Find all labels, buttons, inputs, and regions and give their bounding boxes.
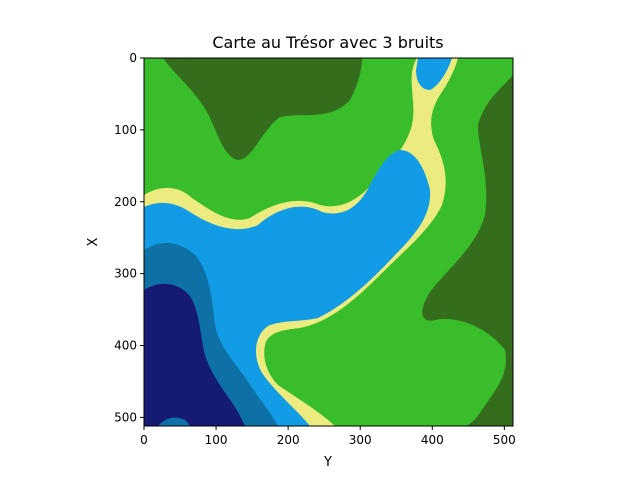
x-tick-label: 300 bbox=[349, 433, 372, 447]
y-tick-label: 300 bbox=[114, 267, 137, 281]
x-tick-label: 400 bbox=[421, 433, 444, 447]
y-tick-label: 500 bbox=[114, 410, 137, 424]
y-axis-label: X bbox=[86, 237, 101, 246]
plot-frame bbox=[143, 57, 514, 427]
chart-title: Carte au Trésor avec 3 bruits bbox=[212, 33, 443, 52]
region-forest-right bbox=[422, 75, 513, 426]
x-tick-label: 500 bbox=[493, 433, 516, 447]
y-axis: 0 100 200 300 400 500 bbox=[114, 51, 144, 424]
terrain-map bbox=[144, 58, 513, 426]
x-tick-label: 0 bbox=[140, 433, 148, 447]
y-tick-label: 200 bbox=[114, 195, 137, 209]
region-shallow-water-top bbox=[416, 58, 452, 90]
region-forest-top bbox=[163, 58, 362, 160]
y-tick-label: 400 bbox=[114, 339, 137, 353]
x-tick-label: 200 bbox=[277, 433, 300, 447]
x-axis-label: Y bbox=[323, 455, 332, 470]
y-tick-label: 0 bbox=[129, 51, 137, 65]
x-axis: 0 100 200 300 400 500 bbox=[140, 426, 516, 447]
region-deep-water bbox=[144, 283, 245, 426]
region-medium-water-bottom bbox=[158, 417, 190, 426]
y-tick-label: 100 bbox=[114, 123, 137, 137]
x-tick-label: 100 bbox=[205, 433, 228, 447]
